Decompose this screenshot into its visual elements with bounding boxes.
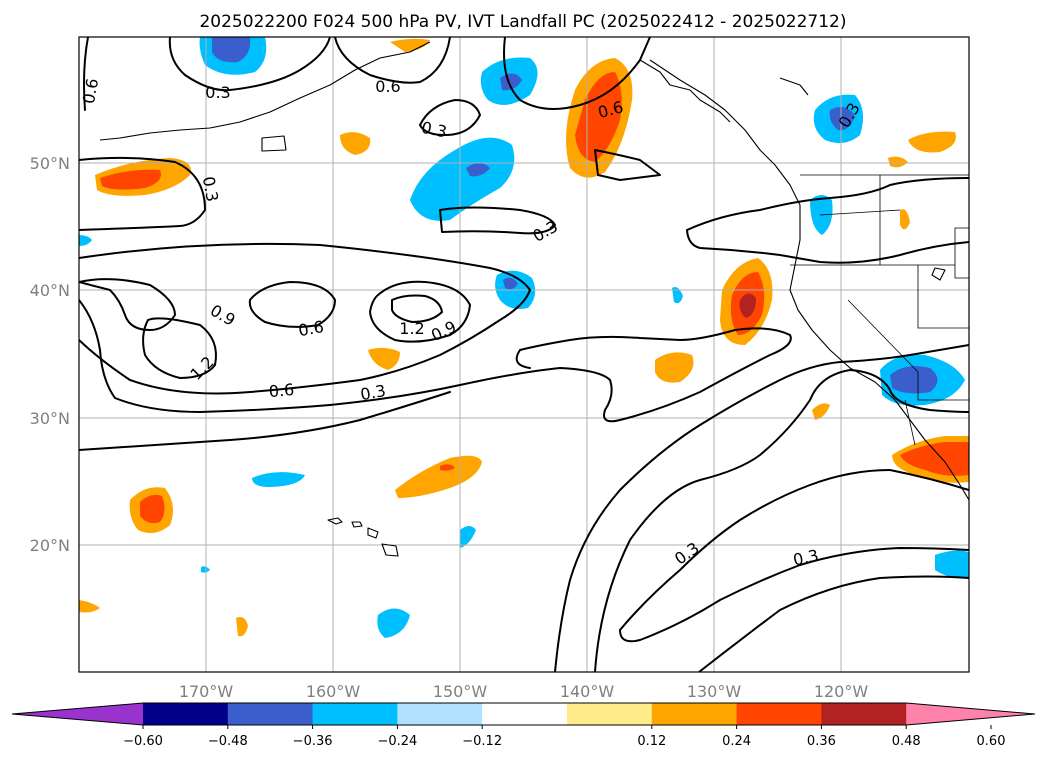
colorbar-segment: [227, 703, 314, 725]
positive-blob: [368, 347, 400, 370]
colorbar-segment: [143, 703, 229, 725]
coastlines: [99, 41, 969, 557]
longitude-axis: 170°W 160°W 150°W 140°W 130°W 120°W: [179, 682, 869, 701]
lat-tick-label: 40°N: [30, 281, 70, 300]
positive-blob: [888, 156, 908, 168]
lat-tick-label: 50°N: [30, 154, 70, 173]
positive-blob: [812, 403, 830, 420]
colorbar-tick-label: 0.12: [637, 734, 666, 749]
negative-blob-core: [890, 366, 938, 394]
positive-blob-core: [140, 494, 165, 524]
colorbar-segment: [482, 703, 568, 725]
negative-blob-core: [500, 73, 522, 91]
contour-label: 0.3: [205, 83, 230, 102]
colorbar-tick-label: 0.48: [892, 734, 921, 749]
colorbar-segment: [567, 703, 653, 725]
lon-tick-label: 170°W: [179, 682, 234, 701]
colorbar-extend-max: [906, 703, 1035, 725]
map-frame: [78, 36, 970, 673]
figure-title: 2025022200 F024 500 hPa PV, IVT Landfall…: [199, 12, 846, 32]
contour-label: 0.6: [375, 77, 400, 96]
contour-label-group: 0.6 0.3 0.6 0.3 0.6 0.3 0.3 0.3 0.9 0.6 …: [79, 77, 864, 570]
colorbar-tick-label: −0.48: [208, 734, 248, 749]
contour-label: 0.3: [791, 546, 820, 570]
contour-label: 0.6: [297, 317, 325, 340]
colorbar-tick-label: −0.36: [293, 734, 333, 749]
latitude-axis: 50°N 40°N 30°N 20°N: [30, 154, 70, 555]
contour-label: 0.3: [199, 175, 222, 203]
colorbar-tick-label: −0.24: [377, 734, 417, 749]
positive-blob: [340, 132, 371, 155]
map-panel: 0.6 0.3 0.6 0.3 0.6 0.3 0.3 0.3 0.9 0.6 …: [79, 37, 969, 672]
colorbar-tick-label: −0.12: [462, 734, 502, 749]
colorbar-segment: [736, 703, 822, 725]
negative-blob: [935, 550, 969, 579]
contour-label: 0.3: [359, 381, 387, 404]
positive-blob: [236, 617, 248, 637]
lon-tick-label: 120°W: [814, 682, 869, 701]
colorbar-extend-min: [12, 703, 143, 725]
negative-blob-core: [212, 37, 251, 63]
lon-tick-label: 140°W: [560, 682, 615, 701]
negative-blob-core: [829, 106, 855, 131]
contour-label: 0.6: [268, 380, 295, 401]
colorbar-tick-label: 0.60: [977, 734, 1006, 749]
negative-blob-core: [503, 277, 518, 290]
colorbar-tick-label: 0.24: [722, 734, 751, 749]
contour-label: 0.3: [420, 118, 449, 142]
positive-blob: [908, 131, 956, 153]
colorbar-segment: [397, 703, 483, 725]
positive-blob-core: [739, 293, 756, 318]
negative-blob: [410, 137, 515, 221]
colorbar: −0.60 −0.48 −0.36 −0.24 −0.12 0.12 0.24 0.36 0.4…: [11, 702, 1036, 749]
positive-blob-core: [440, 464, 455, 471]
positive-blob-core: [100, 169, 161, 190]
positive-blob: [900, 209, 910, 230]
lon-tick-label: 130°W: [687, 682, 742, 701]
lat-tick-label: 20°N: [30, 536, 70, 555]
colorbar-segment: [821, 703, 907, 725]
positive-blob: [390, 38, 430, 52]
negative-blob: [460, 526, 476, 548]
lat-tick-label: 30°N: [30, 409, 70, 428]
positive-blob: [655, 352, 694, 383]
colorbar-tick-label: 0.36: [807, 734, 836, 749]
negative-blob: [672, 287, 683, 304]
positive-blob-core: [900, 442, 969, 476]
colorbar-tick-label: −0.60: [123, 734, 163, 749]
colorbar-segment: [651, 703, 738, 725]
positive-blob: [79, 600, 100, 613]
gridlines: [79, 37, 969, 672]
negative-blob: [79, 235, 92, 246]
contour-lines: [79, 37, 969, 672]
lon-tick-label: 160°W: [306, 682, 361, 701]
contour-label: 0.6: [79, 77, 102, 105]
lon-tick-label: 150°W: [433, 682, 488, 701]
colorbar-segment: [312, 703, 398, 725]
negative-blob-core: [466, 163, 490, 177]
negative-blob: [252, 472, 305, 487]
negative-blob: [377, 608, 410, 638]
contour-label: 1.2: [399, 319, 424, 338]
